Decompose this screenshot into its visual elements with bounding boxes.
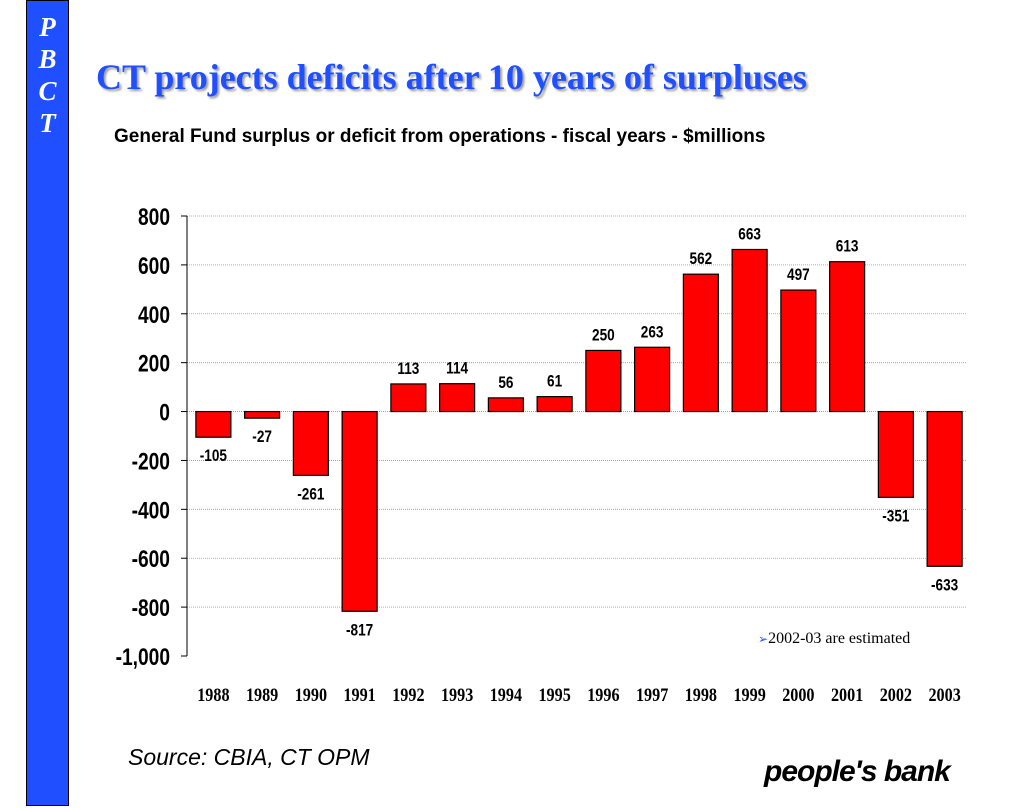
data-label: -261: [297, 485, 325, 504]
y-tick-label: 0: [159, 398, 170, 426]
sidebar-letter: P: [39, 12, 56, 42]
y-tick-label: 400: [138, 301, 170, 329]
x-tick-label: 1993: [441, 684, 473, 706]
source-note: Source: CBIA, CT OPM: [128, 744, 370, 770]
y-tick-label: -200: [132, 447, 170, 475]
sidebar-letter: C: [38, 76, 57, 106]
bar: [244, 410, 281, 419]
bar: [731, 248, 768, 413]
y-tick-label: 800: [138, 203, 170, 231]
bar: [877, 410, 914, 498]
x-tick-label: 1997: [636, 684, 668, 706]
data-label: 61: [547, 372, 563, 391]
sidebar-letter: T: [39, 108, 56, 138]
x-tick-label: 1999: [733, 684, 765, 706]
bar: [390, 383, 427, 413]
sidebar-letter: B: [38, 44, 57, 74]
data-label: 114: [446, 359, 468, 378]
x-tick-label: 1989: [246, 684, 278, 706]
data-label: -817: [346, 621, 373, 640]
bar: [341, 410, 378, 612]
data-label: -27: [252, 428, 272, 447]
estimate-note: ➢2002-03 are estimated: [758, 630, 910, 647]
sidebar-letters: P B C T: [27, 1, 68, 139]
data-label: 613: [836, 237, 859, 256]
y-tick-label: -600: [132, 545, 170, 573]
bar: [536, 396, 573, 413]
x-tick-label: 1990: [295, 684, 327, 706]
x-tick-label: 1988: [197, 684, 229, 706]
chart-subtitle: General Fund surplus or deficit from ope…: [114, 126, 766, 147]
peoples-bank-logo: people's bank: [764, 755, 951, 788]
x-tick-label: 1998: [685, 684, 717, 706]
x-tick-label: 2001: [831, 684, 863, 706]
data-label: 562: [690, 250, 713, 269]
bar: [487, 397, 524, 413]
data-label: 250: [592, 326, 615, 345]
x-tick-label: 1992: [392, 684, 424, 706]
y-tick-label: -800: [132, 594, 170, 622]
y-tick-label: -1,000: [116, 643, 170, 671]
data-label: 113: [397, 360, 419, 379]
bar: [585, 349, 622, 413]
x-tick-label: 1996: [587, 684, 619, 706]
x-tick-label: 2003: [928, 684, 960, 706]
bar: [634, 346, 671, 413]
bar: [829, 261, 866, 413]
bar: [292, 410, 329, 476]
y-tick-label: 200: [138, 350, 170, 378]
note-bullet-icon: ➢: [758, 632, 768, 646]
data-label: 497: [787, 266, 810, 285]
note-text: 2002-03 are estimated: [768, 630, 910, 647]
x-tick-label: 1994: [490, 684, 522, 706]
page-title: CT projects deficits after 10 years of s…: [96, 57, 807, 97]
data-label: 56: [498, 374, 513, 393]
x-tick-label: 1995: [538, 684, 570, 706]
y-tick-label: 600: [138, 252, 170, 280]
data-label: 263: [641, 323, 664, 342]
data-label: 663: [738, 225, 761, 244]
data-label: -351: [882, 507, 910, 526]
x-tick-label: 2000: [782, 684, 814, 706]
sidebar-banner: P B C T: [26, 0, 69, 806]
x-tick-label: 1991: [343, 684, 375, 706]
x-tick-label: 2002: [880, 684, 912, 706]
bar: [195, 410, 232, 438]
data-label: -105: [200, 447, 228, 466]
bar: [780, 289, 817, 413]
bar: [682, 273, 719, 413]
bar: [926, 410, 963, 567]
y-tick-label: -400: [132, 496, 170, 524]
bar: [439, 383, 476, 413]
data-label: -633: [931, 576, 958, 595]
bar-chart: 8006004002000-200-400-600-800-1,000-1051…: [116, 203, 966, 706]
